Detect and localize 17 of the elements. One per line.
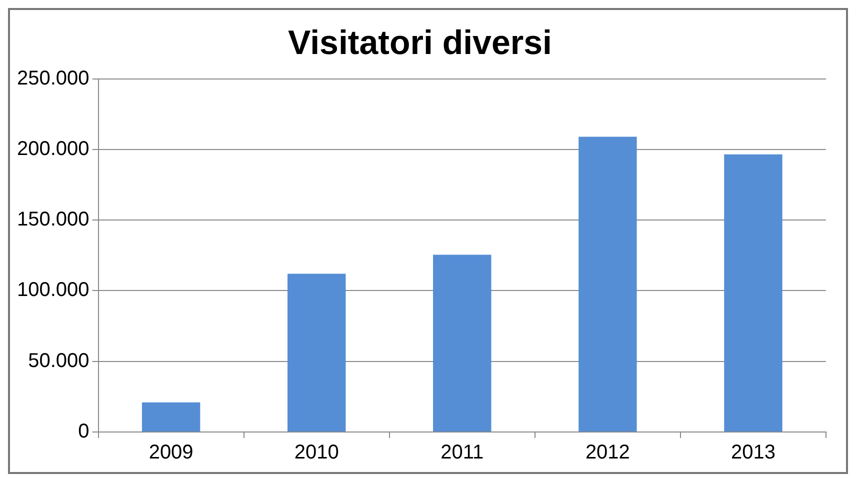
y-tick-label: 250.000 <box>17 67 90 90</box>
bar <box>724 154 782 432</box>
bar <box>433 254 492 432</box>
bar <box>142 402 200 432</box>
bar <box>578 136 637 432</box>
y-tick-label: 150.000 <box>17 208 90 231</box>
chart-title: Visitatori diversi <box>288 24 552 62</box>
bar <box>288 274 346 432</box>
y-tick-label: 0 <box>78 420 90 443</box>
x-tick-label: 2013 <box>730 442 776 464</box>
x-tick-label: 2012 <box>585 442 630 464</box>
x-tick-label: 2009 <box>148 442 194 464</box>
x-tick-label: 2010 <box>294 442 339 464</box>
y-tick-label: 200.000 <box>17 138 90 160</box>
y-tick-label: 50.000 <box>28 350 90 372</box>
x-tick-label: 2011 <box>440 442 484 464</box>
y-tick-label: 100.000 <box>17 279 90 302</box>
